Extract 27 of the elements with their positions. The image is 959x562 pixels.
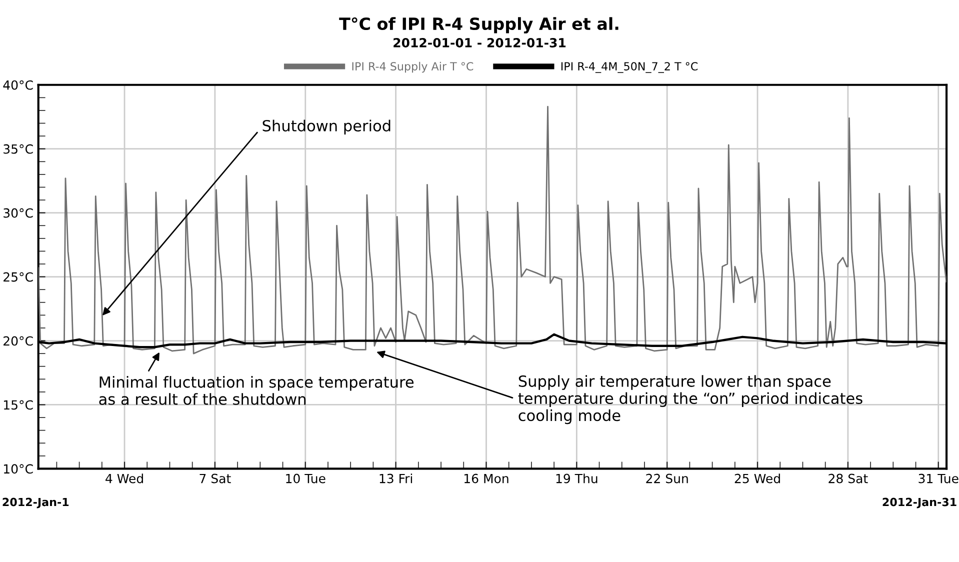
y-tick-label: 30°C (4, 208, 33, 218)
y-tick-label: 35°C (4, 144, 33, 154)
chart-title: T°C of IPI R-4 Supply Air et al. (339, 17, 618, 34)
x-tick-label: 16 Mon (464, 474, 508, 484)
text: IPI R-4 Supply Air T °C (352, 62, 474, 73)
x-tick-label: 7 Sat (200, 474, 231, 484)
x-tick-label: 28 Sat (828, 474, 868, 484)
y-tick-label: 40°C (3, 80, 33, 90)
x-tick-label: 22 Sun (646, 474, 688, 484)
annotation: Supply air temperature lower than space temperature during the “on” period indicates cooling mode (518, 375, 862, 424)
chart-subtitle: 2012-01-01 - 2012-01-31 (394, 38, 566, 48)
y-tick-label: 15°C (4, 400, 33, 410)
text: 2012-Jan-31 (882, 498, 956, 508)
x-tick-label: 10 Tue (286, 474, 326, 484)
x-tick-label: 19 Thu (556, 474, 598, 484)
y-tick-label: 10°C (4, 464, 33, 474)
y-tick-label: 20°C (4, 336, 33, 346)
x-tick-label: 31 Tue (918, 474, 958, 484)
x-tick-label: 4 Wed (106, 474, 143, 484)
annotation: Shutdown period (262, 120, 390, 134)
text: 2012-Jan-1 (2, 498, 69, 508)
line-series (38, 106, 947, 354)
x-tick-label: 25 Wed (734, 474, 780, 484)
text: IPI R-4_4M_50N_7_2 T °C (561, 62, 698, 73)
x-tick-label: 13 Fri (380, 474, 412, 484)
y-tick-label: 25°C (4, 272, 33, 282)
annotation: Minimal fluctuation in space temperature as a result of the shutdown (99, 376, 414, 405)
